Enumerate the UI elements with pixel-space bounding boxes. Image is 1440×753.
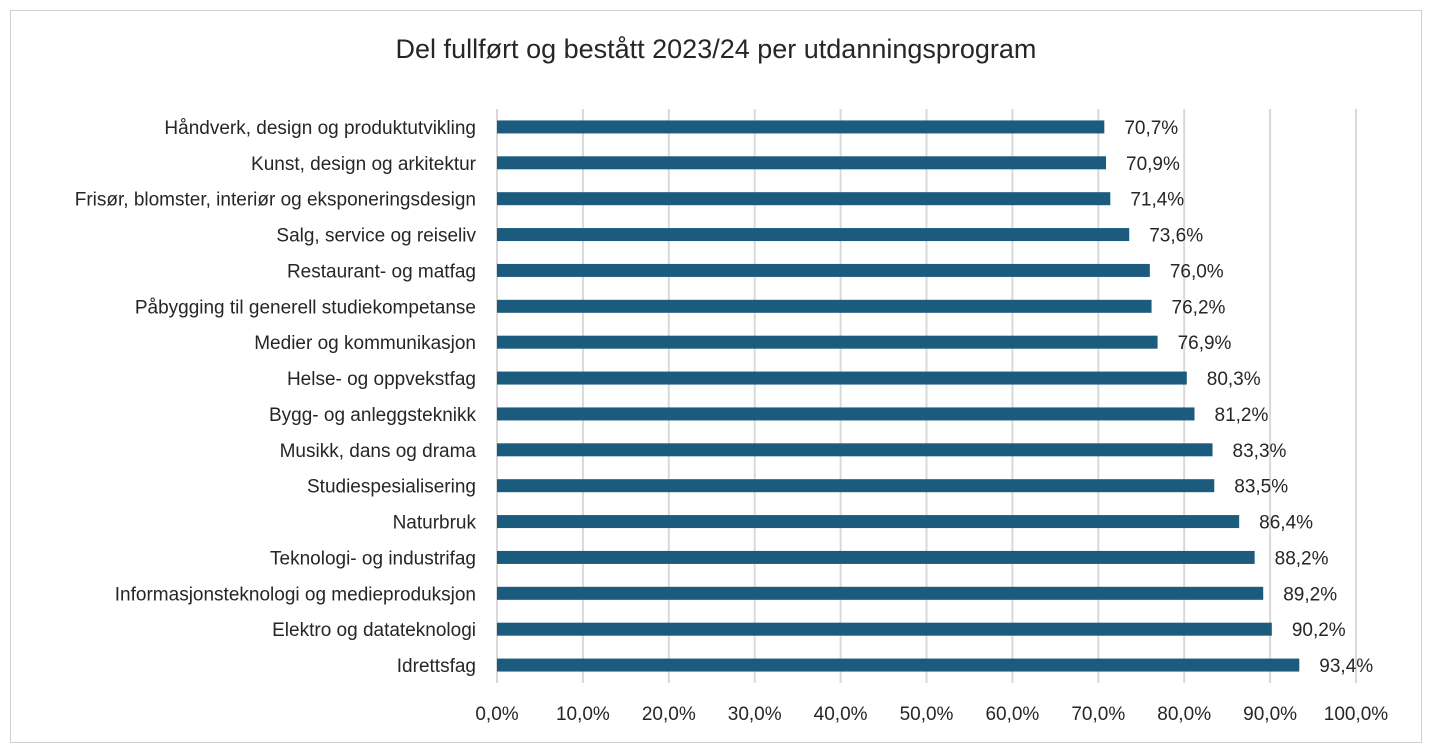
bar: [497, 658, 1300, 672]
bar: [497, 371, 1187, 385]
bar: [497, 515, 1240, 529]
category-label: Frisør, blomster, interiør og eksponerin…: [75, 190, 476, 211]
x-tick-label: 90,0%: [1243, 704, 1297, 725]
data-label: 70,9%: [1126, 154, 1180, 175]
x-tick-label: 0,0%: [475, 704, 518, 725]
data-label: 83,3%: [1233, 441, 1287, 462]
x-tick-label: 30,0%: [728, 704, 782, 725]
bar: [497, 156, 1107, 170]
bar: [497, 479, 1215, 493]
bar: [497, 335, 1158, 349]
category-label: Idrettsfag: [397, 656, 476, 677]
bar: [497, 550, 1255, 564]
bar: [497, 120, 1105, 134]
data-label: 70,7%: [1124, 118, 1178, 139]
data-label: 81,2%: [1215, 405, 1269, 426]
category-label: Informasjonsteknologi og medieproduksjon: [115, 584, 476, 605]
x-tick-label: 20,0%: [642, 704, 696, 725]
x-tick-label: 50,0%: [900, 704, 954, 725]
bars: [497, 120, 1300, 672]
category-labels: Håndverk, design og produktutvikling Kuns…: [75, 118, 477, 677]
x-tick-label: 100,0%: [1324, 704, 1389, 725]
category-label: Salg, service og reiseliv: [276, 226, 476, 247]
chart-title: Del fullført og bestått 2023/24 per utda…: [395, 34, 1037, 64]
x-tick-label: 40,0%: [814, 704, 868, 725]
data-label: 83,5%: [1234, 477, 1288, 498]
x-tick-label: 70,0%: [1071, 704, 1125, 725]
x-tick-label: 10,0%: [556, 704, 610, 725]
bar: [497, 228, 1130, 242]
category-label: Medier og kommunikasjon: [254, 333, 476, 354]
category-label: Studiespesialisering: [307, 477, 476, 498]
category-label: Elektro og datateknologi: [272, 620, 476, 641]
category-label: Påbygging til generell studiekompetanse: [135, 297, 476, 318]
x-tick-label: 60,0%: [985, 704, 1039, 725]
bar: [497, 407, 1195, 421]
bar: [497, 299, 1152, 313]
data-label: 80,3%: [1207, 369, 1261, 390]
data-label: 76,2%: [1172, 297, 1226, 318]
data-label: 93,4%: [1319, 656, 1373, 677]
category-label: Teknologi- og industrifag: [270, 548, 476, 569]
bar: [497, 586, 1264, 600]
category-label: Bygg- og anleggsteknikk: [269, 405, 477, 426]
bar: [497, 443, 1213, 457]
data-label: 76,9%: [1178, 333, 1232, 354]
category-label: Restaurant- og matfag: [287, 261, 476, 282]
bar: [497, 192, 1111, 206]
category-label: Musikk, dans og drama: [280, 441, 477, 462]
x-axis-tick-labels: 0,0% 10,0% 20,0% 30,0% 40,0% 50,0% 60,0% 70,0% 8…: [475, 704, 1388, 725]
value-labels: 70,7% 70,9% 71,4% 73,6% 76,0% 76,2% 76,9% 80,3%…: [1124, 118, 1373, 677]
x-tick-label: 80,0%: [1157, 704, 1211, 725]
data-label: 73,6%: [1149, 226, 1203, 247]
bar: [497, 622, 1272, 636]
bar: [497, 263, 1150, 277]
category-label: Håndverk, design og produktutvikling: [164, 118, 476, 139]
data-label: 90,2%: [1292, 620, 1346, 641]
data-label: 76,0%: [1170, 261, 1224, 282]
data-label: 86,4%: [1259, 513, 1313, 534]
category-label: Kunst, design og arkitektur: [251, 154, 477, 175]
category-label: Naturbruk: [393, 513, 477, 534]
data-label: 71,4%: [1130, 190, 1184, 211]
category-label: Helse- og oppvekstfag: [287, 369, 476, 390]
data-label: 88,2%: [1275, 548, 1329, 569]
data-label: 89,2%: [1283, 584, 1337, 605]
